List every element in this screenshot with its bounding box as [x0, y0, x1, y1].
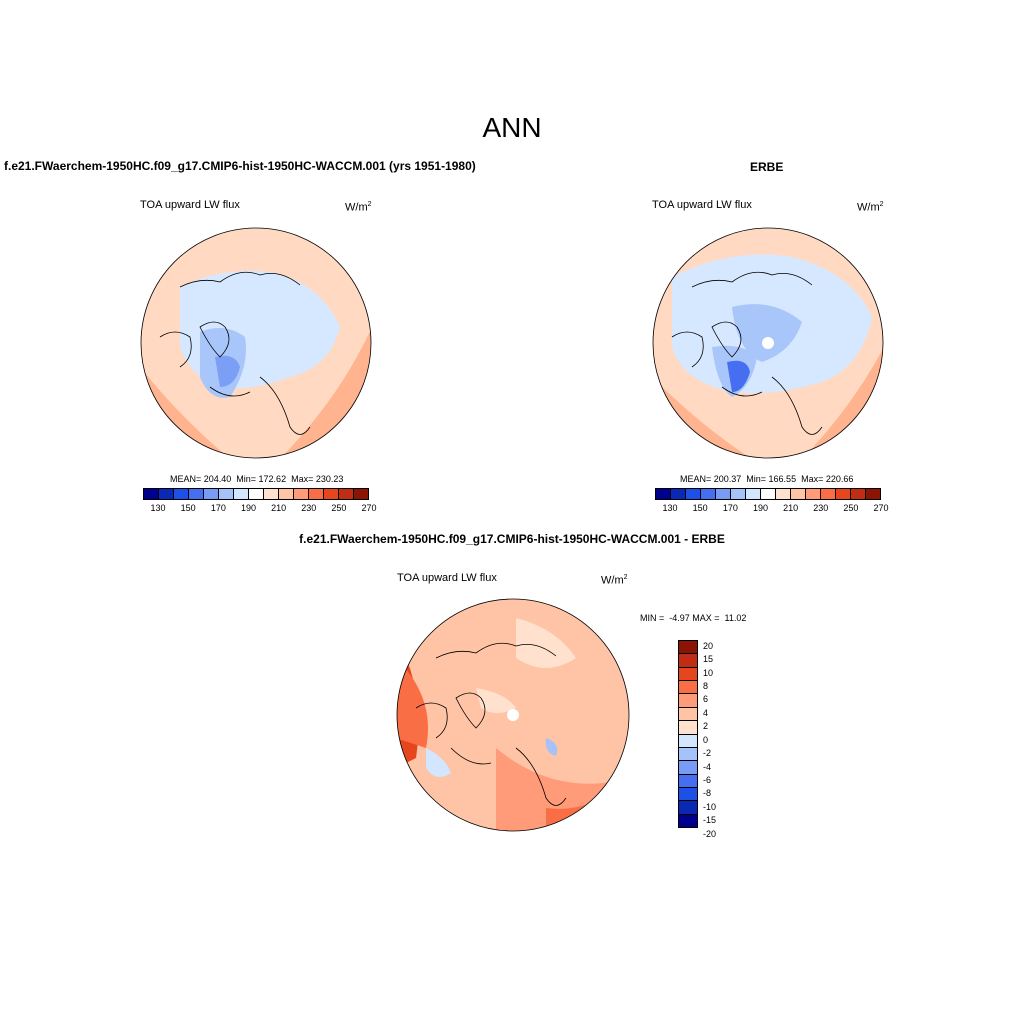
colorbar-swatch: [679, 707, 697, 722]
colorbar-swatch: [716, 489, 731, 499]
colorbar-swatch: [761, 489, 776, 499]
panel1-polar-map: [140, 227, 372, 459]
panel2-polar-map: [652, 227, 884, 459]
colorbar-swatch: [679, 801, 697, 815]
colorbar-tick-label: 230: [301, 503, 317, 513]
colorbar-tick-label: 0: [703, 734, 709, 745]
colorbar-tick-label: 170: [210, 503, 226, 513]
colorbar-swatch: [324, 489, 339, 499]
panel1-header: f.e21.FWaerchem-1950HC.f09_g17.CMIP6-his…: [4, 159, 476, 173]
panel2-stats: MEAN= 200.37 Min= 166.55 Max= 220.66: [680, 474, 854, 484]
panel2-colorbar: [655, 488, 881, 500]
colorbar-tick-label: 130: [150, 503, 166, 513]
colorbar-tick-label: -10: [703, 801, 717, 812]
panel1-stats: MEAN= 204.40 Min= 172.62 Max= 230.23: [170, 474, 344, 484]
colorbar-swatch: [174, 489, 189, 499]
colorbar-tick-label: 170: [722, 503, 738, 513]
colorbar-swatch: [746, 489, 761, 499]
colorbar-swatch: [189, 489, 204, 499]
colorbar-tick-label: -2: [703, 748, 712, 759]
panel2-header: ERBE: [750, 160, 784, 174]
colorbar-swatch: [204, 489, 219, 499]
colorbar-tick-label: 10: [703, 667, 714, 678]
colorbar-tick-label: 6: [703, 694, 709, 705]
colorbar-tick-label: 210: [271, 503, 287, 513]
colorbar-tick-label: 250: [843, 503, 859, 513]
panel2-variable: TOA upward LW flux: [652, 199, 752, 211]
panel3-colorbar: [678, 640, 698, 828]
panel3-variable: TOA upward LW flux: [397, 572, 497, 584]
colorbar-tick-label: 130: [662, 503, 678, 513]
colorbar-tick-label: -4: [703, 761, 712, 772]
colorbar-swatch: [679, 761, 697, 775]
colorbar-tick-label: 270: [361, 503, 377, 513]
colorbar-swatch: [851, 489, 866, 499]
colorbar-tick-label: -20: [703, 828, 717, 839]
colorbar-swatch: [671, 489, 686, 499]
colorbar-swatch: [679, 721, 697, 735]
colorbar-swatch: [144, 489, 159, 499]
colorbar-swatch: [279, 489, 294, 499]
colorbar-swatch: [249, 489, 264, 499]
panel1-variable: TOA upward LW flux: [140, 199, 240, 211]
panel3-map-boundary: [396, 598, 630, 832]
panel1-colorbar: [143, 488, 369, 500]
colorbar-swatch: [866, 489, 880, 499]
colorbar-tick-label: -6: [703, 775, 712, 785]
colorbar-swatch: [679, 654, 697, 668]
main-title: ANN: [482, 112, 542, 143]
colorbar-swatch: [339, 489, 354, 499]
colorbar-swatch: [679, 641, 697, 655]
panel3-polar-map: [396, 598, 630, 832]
colorbar-swatch: [679, 747, 697, 762]
colorbar-tick-label: 20: [703, 640, 714, 651]
colorbar-swatch: [234, 489, 249, 499]
colorbar-tick-label: -8: [703, 788, 712, 799]
panel3-stats: MIN = -4.97 MAX = 11.02: [640, 613, 747, 623]
colorbar-tick-label: 150: [692, 503, 708, 513]
colorbar-tick-label: 230: [813, 503, 829, 513]
colorbar-swatch: [656, 489, 671, 499]
colorbar-swatch: [679, 681, 697, 695]
colorbar-swatch: [354, 489, 368, 499]
colorbar-tick-label: 150: [180, 503, 196, 513]
colorbar-tick-label: -15: [703, 815, 717, 826]
colorbar-swatch: [679, 814, 697, 828]
panel3-units: W/m2: [601, 574, 628, 587]
colorbar-swatch: [679, 734, 697, 748]
colorbar-swatch: [679, 787, 697, 802]
colorbar-swatch: [821, 489, 836, 499]
colorbar-swatch: [264, 489, 279, 499]
colorbar-tick-label: 15: [703, 654, 714, 665]
panel2-units: W/m2: [857, 201, 884, 214]
colorbar-swatch: [686, 489, 701, 499]
panel2-map-boundary: [652, 227, 884, 459]
colorbar-swatch: [159, 489, 174, 499]
colorbar-swatch: [309, 489, 324, 499]
colorbar-swatch: [219, 489, 234, 499]
panel1-units: W/m2: [345, 201, 372, 214]
colorbar-swatch: [836, 489, 851, 499]
colorbar-tick-label: 4: [703, 707, 709, 718]
panel3-header: f.e21.FWaerchem-1950HC.f09_g17.CMIP6-his…: [299, 532, 725, 546]
colorbar-tick-label: 270: [873, 503, 889, 513]
colorbar-tick-label: 190: [752, 503, 768, 513]
colorbar-tick-label: 2: [703, 721, 709, 732]
colorbar-swatch: [679, 667, 697, 682]
colorbar-tick-label: 8: [703, 681, 709, 691]
colorbar-tick-label: 190: [240, 503, 256, 513]
colorbar-swatch: [806, 489, 821, 499]
colorbar-swatch: [679, 774, 697, 788]
colorbar-swatch: [731, 489, 746, 499]
colorbar-tick-label: 250: [331, 503, 347, 513]
colorbar-swatch: [791, 489, 806, 499]
colorbar-swatch: [679, 694, 697, 708]
colorbar-swatch: [701, 489, 716, 499]
panel1-map-boundary: [140, 227, 372, 459]
colorbar-tick-label: 210: [783, 503, 799, 513]
colorbar-swatch: [776, 489, 791, 499]
colorbar-swatch: [294, 489, 309, 499]
